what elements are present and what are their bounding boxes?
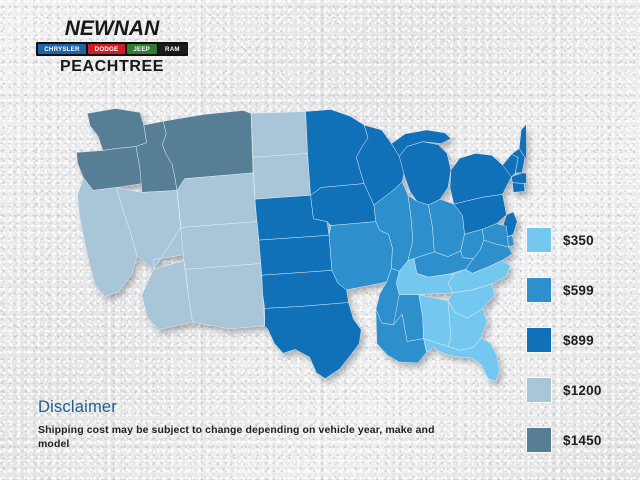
state-ME[interactable]: [518, 121, 526, 165]
legend-swatch-1200: [527, 378, 551, 402]
state-MI-up[interactable]: [391, 129, 452, 157]
legend-label-599: $599: [563, 282, 594, 298]
logo-newnan-text: NEWNAN: [64, 17, 160, 40]
state-KS[interactable]: [258, 235, 333, 276]
legend-swatch-1450: [527, 428, 551, 452]
legend-swatch-899: [527, 328, 551, 352]
legend-item-1450[interactable]: $1450: [527, 428, 627, 452]
disclaimer-text: Shipping cost may be subject to change d…: [38, 424, 435, 451]
map-states-layer: [76, 108, 526, 382]
state-IA[interactable]: [310, 183, 377, 226]
legend-item-899[interactable]: $899: [527, 328, 627, 352]
logo-peachtree-text: PEACHTREE: [59, 57, 165, 75]
legend-item-350[interactable]: $350: [527, 228, 627, 252]
state-WY[interactable]: [176, 172, 258, 228]
legend-label-1450: $1450: [563, 432, 602, 448]
brand-badge-dodge: DODGE: [87, 43, 126, 54]
brand-badge-ram: RAM: [158, 43, 187, 54]
state-ND[interactable]: [250, 111, 308, 158]
us-map-svg[interactable]: [58, 96, 526, 396]
state-WA[interactable]: [87, 108, 147, 151]
state-TX[interactable]: [264, 302, 362, 379]
state-RI[interactable]: [524, 183, 526, 192]
brand-badge-chrysler: CHRYSLER: [37, 43, 87, 54]
legend-label-1200: $1200: [563, 382, 602, 398]
legend-swatch-350: [527, 228, 551, 252]
legend-item-599[interactable]: $599: [527, 278, 627, 302]
dealership-logo[interactable]: NEWNAN CHRYSLER DODGE JEEP RAM PEACHTREE: [36, 18, 188, 75]
legend-item-1200[interactable]: $1200: [527, 378, 627, 402]
state-CT[interactable]: [512, 182, 526, 193]
state-NM[interactable]: [185, 263, 265, 330]
state-SD[interactable]: [252, 153, 311, 200]
us-shipping-map[interactable]: [58, 96, 526, 396]
state-FL[interactable]: [423, 337, 500, 382]
brand-badge-bar: CHRYSLER DODGE JEEP RAM: [36, 42, 188, 56]
map-legend: $350 $599 $899 $1200 $1450: [527, 228, 627, 452]
disclaimer-heading: Disclaimer: [38, 398, 118, 416]
legend-label-899: $899: [563, 332, 594, 348]
legend-swatch-599: [527, 278, 551, 302]
state-MN[interactable]: [305, 109, 369, 196]
brand-badge-jeep: JEEP: [126, 43, 157, 54]
state-CO[interactable]: [180, 221, 262, 270]
disclaimer-block: Disclaimer Shipping cost may be subject …: [38, 398, 438, 451]
legend-label-350: $350: [563, 232, 594, 248]
state-AZ[interactable]: [141, 260, 193, 331]
state-LA[interactable]: [375, 309, 427, 364]
